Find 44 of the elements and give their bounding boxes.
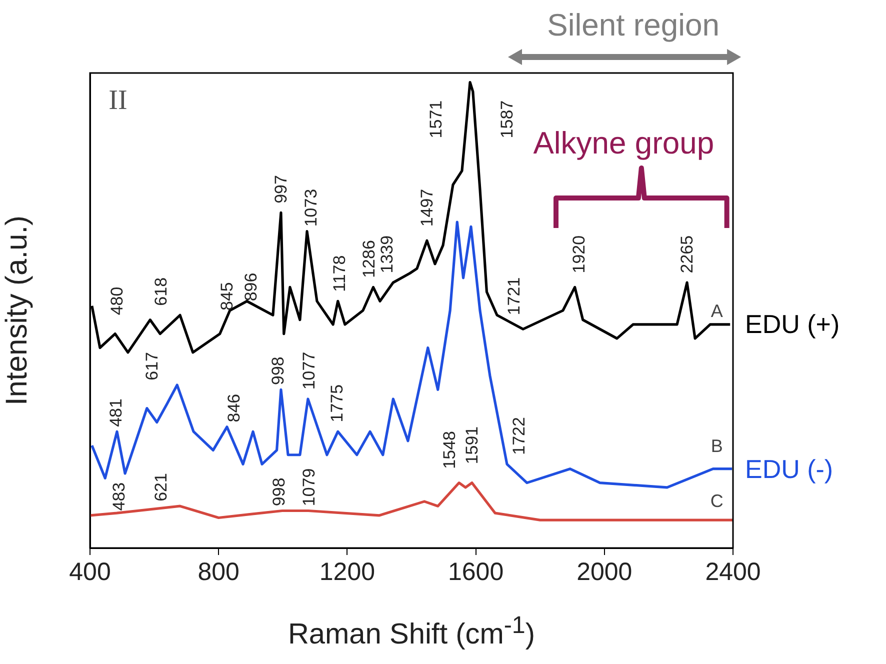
annotation: 997 bbox=[272, 175, 291, 204]
series-label: EDU (+) bbox=[745, 309, 840, 340]
annotation: 618 bbox=[152, 277, 171, 306]
annotation: 896 bbox=[242, 272, 261, 302]
annotation: 2265 bbox=[678, 235, 697, 274]
annotation: 1079 bbox=[300, 468, 319, 506]
x-tick-label: 1200 bbox=[319, 558, 376, 586]
annotation: C bbox=[710, 491, 724, 512]
annotation: B bbox=[710, 436, 723, 456]
annotation: 1722 bbox=[510, 417, 529, 455]
annotation: 621 bbox=[152, 473, 171, 502]
x-tick-label: 400 bbox=[69, 558, 111, 586]
annotation: 1721 bbox=[504, 277, 524, 316]
annotation: 998 bbox=[270, 478, 289, 506]
x-tick-label: 1600 bbox=[448, 558, 504, 586]
annotation: 1286 bbox=[360, 240, 379, 278]
annotation: 1073 bbox=[302, 188, 321, 227]
y-axis-title: Intensity (a.u.) bbox=[0, 215, 34, 406]
annotation: 1178 bbox=[330, 255, 349, 292]
x-tick-label: 2400 bbox=[705, 558, 761, 586]
annotation: II bbox=[108, 85, 128, 116]
annotation: 846 bbox=[224, 394, 244, 422]
series-label: EDU (-) bbox=[745, 454, 834, 484]
x-axis-title: Raman Shift (cm$^{-1}$) bbox=[286, 612, 536, 652]
annotation: 483 bbox=[110, 482, 129, 511]
annotation: 480 bbox=[108, 286, 127, 316]
text: Silent region bbox=[547, 8, 720, 42]
annotation: 1920 bbox=[570, 235, 589, 274]
annotation: 1571 bbox=[426, 100, 446, 138]
annotation: 845 bbox=[218, 282, 237, 310]
annotation: 617 bbox=[142, 352, 162, 380]
annotation: 1077 bbox=[300, 352, 319, 390]
annotation: 1339 bbox=[378, 235, 397, 274]
annotation: 1587 bbox=[498, 100, 517, 138]
x-tick-label: 800 bbox=[198, 558, 240, 586]
annotation: 1497 bbox=[418, 188, 437, 227]
annotation: 1591 bbox=[462, 426, 482, 464]
annotation: A bbox=[710, 300, 723, 320]
annotation: 1548 bbox=[440, 431, 459, 469]
annotation: 998 bbox=[268, 356, 288, 386]
annotation: Alkyne group bbox=[533, 126, 714, 160]
annotation: 481 bbox=[106, 398, 126, 427]
annotation: 1775 bbox=[328, 384, 347, 422]
x-tick-label: 2000 bbox=[576, 558, 632, 586]
